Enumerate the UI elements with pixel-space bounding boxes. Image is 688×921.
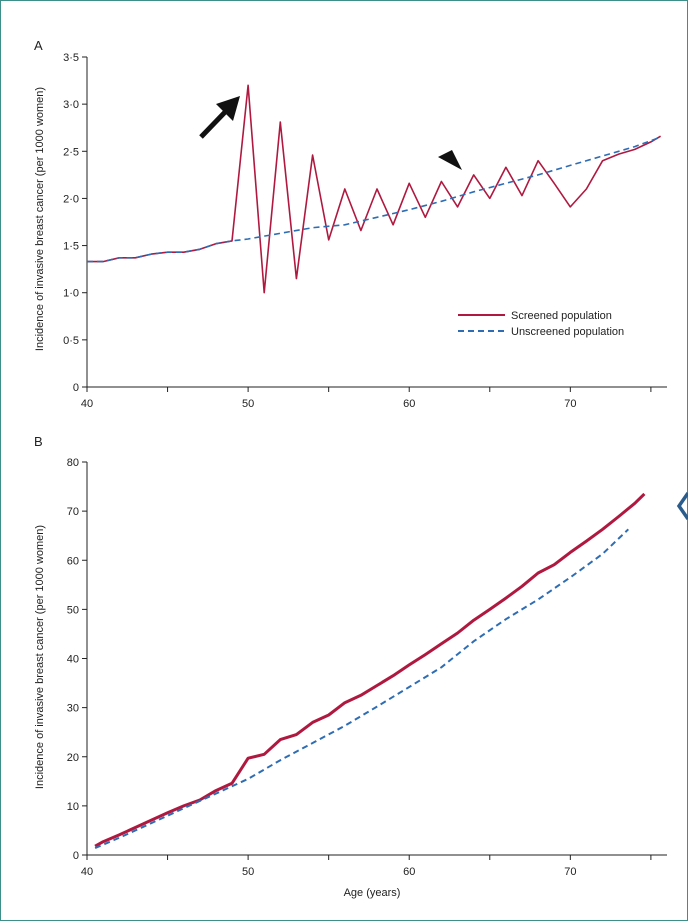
- b-x-tick-label: 50: [242, 866, 254, 878]
- a-y-tick-label: 3·5: [63, 52, 79, 64]
- panel-b-axes: 0 10 20 30 40 50 60 70 80 40 50 60 70: [67, 457, 667, 878]
- b-x-tick-label: 60: [403, 866, 415, 878]
- panel-a: A Incidence of invasive breast cancer (p…: [34, 38, 667, 410]
- arrow-head: [216, 96, 240, 121]
- a-y-tick-label: 2·0: [63, 193, 79, 205]
- b-y-tick-label: 80: [67, 457, 79, 469]
- chevron-left-icon[interactable]: [676, 492, 688, 520]
- a-y-tick-label: 0·5: [63, 335, 79, 347]
- arrowhead-icon: [438, 150, 462, 170]
- panel-a-label: A: [34, 38, 43, 53]
- panel-a-ylabel: Incidence of invasive breast cancer (per…: [34, 87, 46, 351]
- b-x-tick-label: 40: [81, 866, 93, 878]
- b-y-tick-label: 20: [67, 752, 79, 764]
- a-y-tick-label: 2·5: [63, 146, 79, 158]
- panel-b-ylabel: Incidence of invasive breast cancer (per…: [34, 525, 46, 789]
- legend-label-unscreened: Unscreened population: [511, 326, 624, 338]
- panel-b-xlabel: Age (years): [344, 887, 401, 899]
- a-x-tick-label: 40: [81, 398, 93, 410]
- panel-a-series: [87, 84, 662, 294]
- a-y-tick-label: 0: [73, 382, 79, 394]
- b-y-tick-label: 30: [67, 703, 79, 715]
- panel-b-label: B: [34, 434, 43, 449]
- a-x-tick-label: 70: [564, 398, 576, 410]
- panel-b-series: [94, 492, 646, 850]
- b-y-tick-label: 70: [67, 506, 79, 518]
- legend-label-screened: Screened population: [511, 310, 612, 322]
- legend: Screened population Unscreened populatio…: [458, 310, 624, 338]
- arrow-icon: [199, 96, 240, 139]
- a-y-tick-label: 3·0: [63, 99, 79, 111]
- a-series-screened-line: [87, 84, 662, 294]
- panel-b: B Incidence of invasive breast cancer (p…: [34, 434, 667, 899]
- a-x-tick-label: 50: [242, 398, 254, 410]
- b-y-tick-label: 40: [67, 654, 79, 666]
- b-x-tick-label: 70: [564, 866, 576, 878]
- b-y-tick-label: 0: [73, 850, 79, 862]
- b-y-tick-label: 10: [67, 801, 79, 813]
- b-y-tick-label: 50: [67, 604, 79, 616]
- arrow-shaft: [199, 107, 230, 139]
- panel-a-axes: 0 0·5 1·0 1·5 2·0 2·5 3·0 3·5 40 50 60 70: [63, 52, 667, 410]
- a-y-tick-label: 1·5: [63, 241, 79, 253]
- b-series-screened-line: [94, 492, 646, 848]
- b-series-unscreened-line: [94, 528, 629, 850]
- a-series-unscreened-line: [87, 136, 661, 263]
- b-y-tick-label: 60: [67, 555, 79, 567]
- a-x-tick-label: 60: [403, 398, 415, 410]
- a-y-tick-label: 1·0: [63, 288, 79, 300]
